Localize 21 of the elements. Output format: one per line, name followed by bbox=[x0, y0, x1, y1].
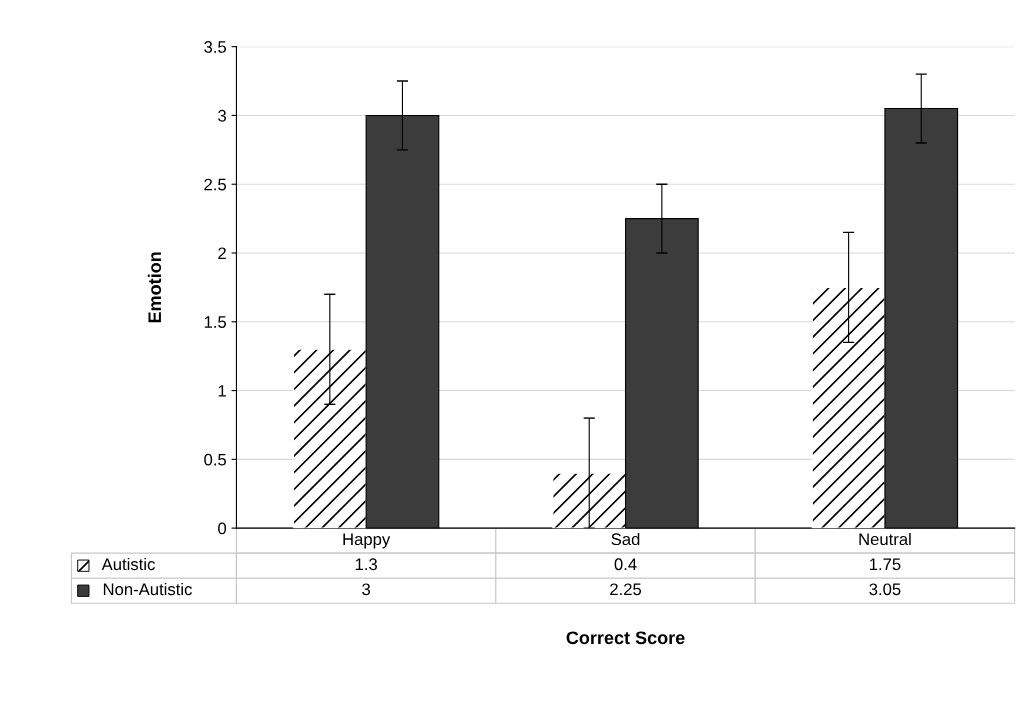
y-tick-label: 1.5 bbox=[204, 316, 227, 328]
x-tick-label: Neutral bbox=[859, 532, 911, 546]
y-tick-label: 1 bbox=[218, 385, 226, 397]
y-tick-label: 3.5 bbox=[204, 41, 227, 53]
x-tick-label: Sad bbox=[611, 532, 640, 546]
legend-label: Autistic bbox=[101, 557, 155, 571]
y-tick-label: 2.5 bbox=[204, 178, 227, 191]
data-label: 3 bbox=[362, 583, 371, 596]
legend-label: Non-Autistic bbox=[103, 582, 192, 596]
y-tick-label: 0.5 bbox=[204, 453, 227, 466]
y-tick-label: 0 bbox=[218, 522, 227, 535]
y-tick-label: 3 bbox=[218, 109, 226, 122]
y-axis-title: Emotion bbox=[147, 252, 162, 323]
x-tick-label: Happy bbox=[343, 533, 391, 549]
x-axis-title: Correct Score bbox=[566, 631, 685, 645]
y-tick-label: 2 bbox=[218, 247, 226, 260]
data-label: 3.05 bbox=[869, 583, 901, 596]
data-label: 0.4 bbox=[614, 558, 637, 571]
data-label: 1.75 bbox=[869, 558, 901, 571]
data-label: 1.3 bbox=[355, 558, 377, 571]
data-label: 2.25 bbox=[610, 583, 642, 596]
